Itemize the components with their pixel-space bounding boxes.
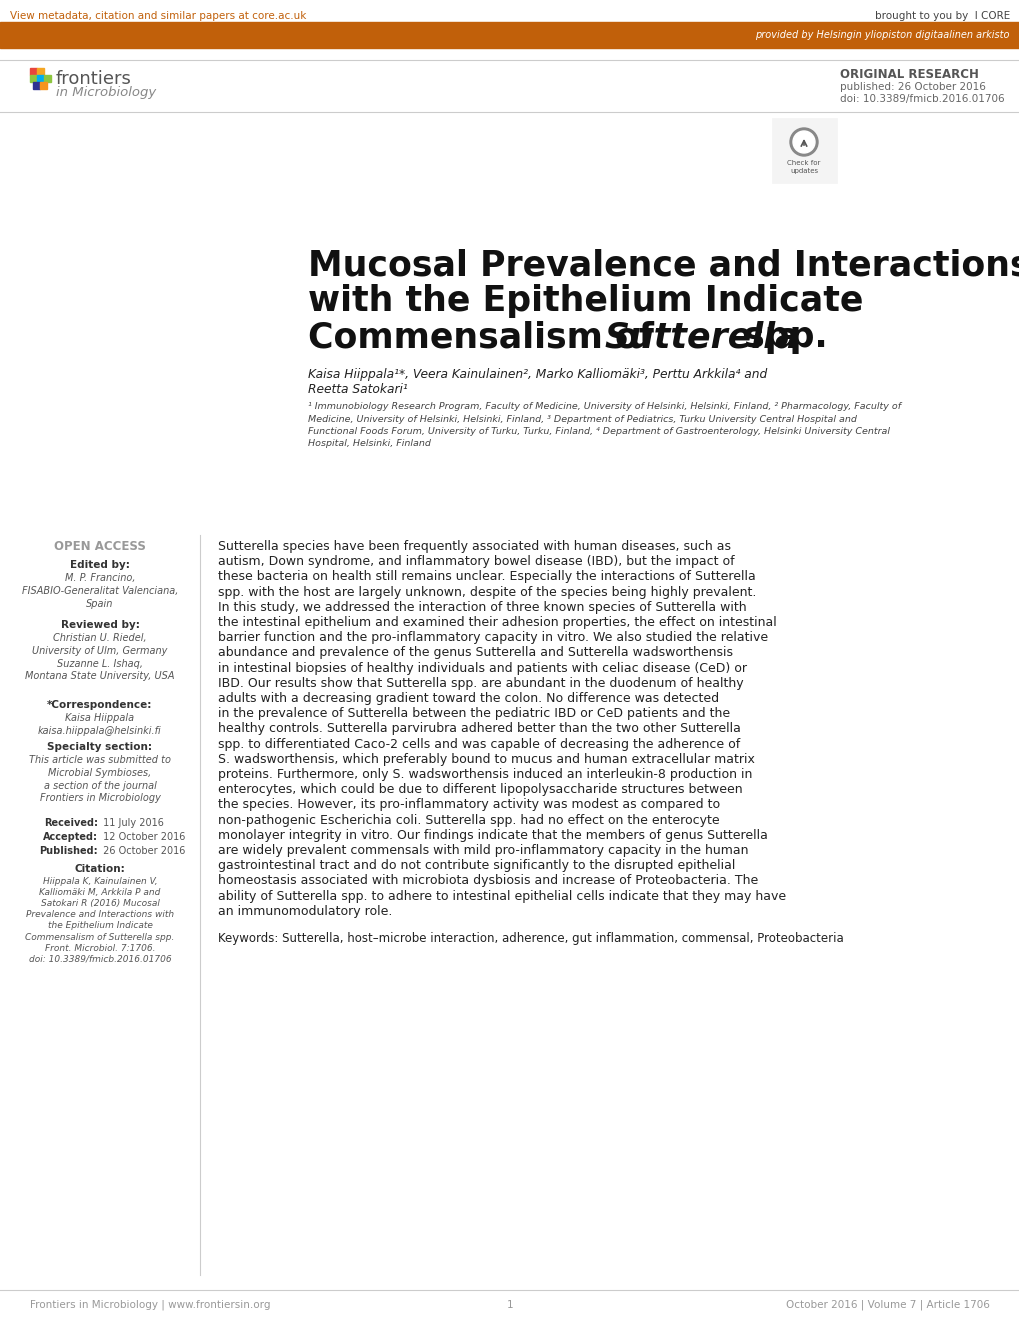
Bar (30, 75, 37, 81)
Text: 12 October 2016: 12 October 2016 (100, 832, 185, 842)
Text: the intestinal epithelium and examined their adhesion properties, the effect on : the intestinal epithelium and examined t… (218, 615, 776, 629)
Text: Kaisa Hiippala¹*, Veera Kainulainen², Marko Kalliomäki³, Perttu Arkkila⁴ and: Kaisa Hiippala¹*, Veera Kainulainen², Ma… (308, 368, 766, 380)
Text: barrier function and the pro-inflammatory capacity in vitro. We also studied the: barrier function and the pro-inflammator… (218, 631, 767, 645)
Text: Commensalism of: Commensalism of (308, 320, 665, 354)
Bar (30, 68, 37, 75)
Text: adults with a decreasing gradient toward the colon. No difference was detected: adults with a decreasing gradient toward… (218, 692, 718, 705)
Bar (33, 81, 40, 89)
Text: *Correspondence:: *Correspondence: (47, 700, 153, 710)
Text: frontiers: frontiers (56, 69, 131, 88)
Text: Hiippala K, Kainulainen V,
Kalliomäki M, Arkkila P and
Satokari R (2016) Mucosal: Hiippala K, Kainulainen V, Kalliomäki M,… (25, 877, 174, 964)
Text: Edited by:: Edited by: (70, 559, 129, 570)
Text: Frontiers in Microbiology | www.frontiersin.org: Frontiers in Microbiology | www.frontier… (30, 1300, 270, 1311)
Text: This article was submitted to
Microbial Symbioses,
a section of the journal
Fron: This article was submitted to Microbial … (29, 756, 171, 804)
Text: Received:: Received: (44, 818, 98, 828)
Text: non-pathogenic Escherichia coli. Sutterella spp. had no effect on the enterocyte: non-pathogenic Escherichia coli. Suttere… (218, 813, 719, 826)
Text: doi: 10.3389/fmicb.2016.01706: doi: 10.3389/fmicb.2016.01706 (840, 93, 1004, 104)
Text: Accepted:: Accepted: (43, 832, 98, 842)
Text: Keywords: Sutterella, host–microbe interaction, adherence, gut inflammation, com: Keywords: Sutterella, host–microbe inter… (218, 932, 843, 945)
Text: M. P. Francino,
FISABIO-Generalitat Valenciana,
Spain: M. P. Francino, FISABIO-Generalitat Vale… (21, 573, 178, 609)
Text: ability of Sutterella spp. to adhere to intestinal epithelial cells indicate tha: ability of Sutterella spp. to adhere to … (218, 889, 786, 902)
Text: with the Epithelium Indicate: with the Epithelium Indicate (308, 284, 862, 318)
Text: IBD. Our results show that Sutterella spp. are abundant in the duodenum of healt: IBD. Our results show that Sutterella sp… (218, 677, 743, 690)
Text: View metadata, citation and similar papers at core.ac.uk: View metadata, citation and similar pape… (10, 11, 306, 21)
Text: spp.: spp. (732, 320, 826, 354)
Text: Reviewed by:: Reviewed by: (60, 619, 140, 630)
Text: provided by Helsingin yliopiston digitaalinen arkisto: provided by Helsingin yliopiston digitaa… (755, 29, 1009, 40)
Text: Christian U. Riedel,
University of Ulm, Germany
Suzanne L. Ishaq,
Montana State : Christian U. Riedel, University of Ulm, … (25, 633, 174, 681)
Text: Sutterella: Sutterella (603, 320, 798, 354)
Bar (0, 21, 1019, 48)
Text: S. wadsworthensis, which preferably bound to mucus and human extracellular matri: S. wadsworthensis, which preferably boun… (218, 753, 754, 766)
Text: Citation:: Citation: (74, 864, 125, 874)
Bar (37, 68, 44, 75)
Text: spp. with the host are largely unknown, despite of the species being highly prev: spp. with the host are largely unknown, … (218, 586, 756, 598)
Text: homeostasis associated with microbiota dysbiosis and increase of Proteobacteria.: homeostasis associated with microbiota d… (218, 874, 757, 888)
Bar (37, 75, 44, 81)
Text: Sutterella species have been frequently associated with human diseases, such as: Sutterella species have been frequently … (218, 539, 731, 553)
Circle shape (790, 128, 817, 156)
Text: autism, Down syndrome, and inflammatory bowel disease (IBD), but the impact of: autism, Down syndrome, and inflammatory … (218, 555, 734, 569)
Bar (771, 117, 837, 183)
Text: Mucosal Prevalence and Interactions: Mucosal Prevalence and Interactions (308, 248, 1019, 282)
Text: published: 26 October 2016: published: 26 October 2016 (840, 81, 985, 92)
Text: brought to you by  Ⅰ CORE: brought to you by Ⅰ CORE (874, 11, 1009, 21)
Text: OPEN ACCESS: OPEN ACCESS (54, 539, 146, 553)
Text: Check for
updates: Check for updates (787, 160, 820, 174)
Circle shape (792, 131, 814, 154)
Text: in Microbiology: in Microbiology (56, 85, 156, 99)
Text: are widely prevalent commensals with mild pro-inflammatory capacity in the human: are widely prevalent commensals with mil… (218, 844, 748, 857)
Text: enterocytes, which could be due to different lipopolysaccharide structures betwe: enterocytes, which could be due to diffe… (218, 784, 742, 796)
Text: abundance and prevalence of the genus Sutterella and Sutterella wadsworthensis: abundance and prevalence of the genus Su… (218, 646, 733, 659)
Text: ORIGINAL RESEARCH: ORIGINAL RESEARCH (840, 68, 978, 81)
Text: 1: 1 (506, 1300, 513, 1310)
Text: an immunomodulatory role.: an immunomodulatory role. (218, 905, 392, 917)
Text: Kaisa Hiippala
kaisa.hiippala@helsinki.fi: Kaisa Hiippala kaisa.hiippala@helsinki.f… (38, 713, 162, 736)
Text: spp. to differentiated Caco-2 cells and was capable of decreasing the adherence : spp. to differentiated Caco-2 cells and … (218, 738, 740, 750)
Text: 26 October 2016: 26 October 2016 (100, 846, 185, 856)
Text: Published:: Published: (40, 846, 98, 856)
Text: October 2016 | Volume 7 | Article 1706: October 2016 | Volume 7 | Article 1706 (786, 1300, 989, 1311)
Text: the species. However, its pro-inflammatory activity was modest as compared to: the species. However, its pro-inflammato… (218, 798, 719, 812)
Bar (44, 75, 51, 81)
Text: in intestinal biopsies of healthy individuals and patients with celiac disease (: in intestinal biopsies of healthy indivi… (218, 662, 746, 674)
Text: proteins. Furthermore, only S. wadsworthensis induced an interleukin-8 productio: proteins. Furthermore, only S. wadsworth… (218, 768, 752, 781)
Text: monolayer integrity in vitro. Our findings indicate that the members of genus Su: monolayer integrity in vitro. Our findin… (218, 829, 767, 842)
Text: these bacteria on health still remains unclear. Especially the interactions of S: these bacteria on health still remains u… (218, 570, 755, 583)
Text: ¹ Immunobiology Research Program, Faculty of Medicine, University of Helsinki, H: ¹ Immunobiology Research Program, Facult… (308, 402, 900, 449)
Text: healthy controls. Sutterella parvirubra adhered better than the two other Sutter: healthy controls. Sutterella parvirubra … (218, 722, 740, 736)
Text: in the prevalence of Sutterella between the pediatric IBD or CeD patients and th: in the prevalence of Sutterella between … (218, 708, 730, 720)
Text: Reetta Satokari¹: Reetta Satokari¹ (308, 383, 408, 396)
Text: Specialty section:: Specialty section: (48, 742, 153, 752)
Text: In this study, we addressed the interaction of three known species of Sutterella: In this study, we addressed the interact… (218, 601, 746, 614)
Text: 11 July 2016: 11 July 2016 (100, 818, 164, 828)
Text: gastrointestinal tract and do not contribute significantly to the disrupted epit: gastrointestinal tract and do not contri… (218, 860, 735, 872)
Bar (40, 81, 47, 89)
